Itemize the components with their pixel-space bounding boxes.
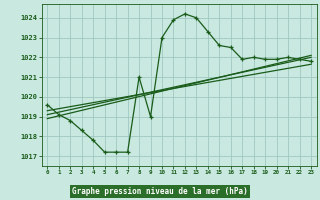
Text: Graphe pression niveau de la mer (hPa): Graphe pression niveau de la mer (hPa)	[72, 187, 248, 196]
